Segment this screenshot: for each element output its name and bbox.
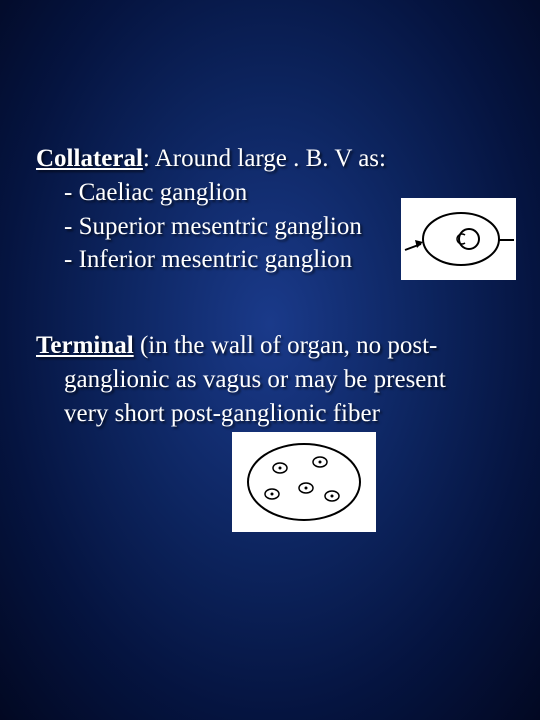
cell-dot: [319, 461, 322, 464]
outer-ellipse: [248, 444, 360, 520]
cell-dot: [305, 487, 308, 490]
cell-dot: [271, 493, 274, 496]
collateral-diagram-svg: [401, 198, 516, 280]
cell-dot: [279, 467, 282, 470]
outer-ellipse: [423, 213, 499, 265]
terminal-line: ganglionic as vagus or may be present: [36, 363, 504, 397]
inner-circle: [459, 229, 479, 249]
cell-dot: [331, 495, 334, 498]
terminal-line: very short post-ganglionic fiber: [36, 397, 504, 431]
terminal-section: Terminal (in the wall of organ, no post-…: [36, 329, 504, 430]
collateral-term: Collateral: [36, 145, 143, 172]
collateral-rest: : Around large . B. V as:: [143, 145, 386, 172]
terminal-diagram-svg: [232, 432, 376, 532]
terminal-diagram: [232, 432, 376, 532]
collateral-diagram: [401, 198, 516, 280]
collateral-heading: Collateral: Around large . B. V as:: [36, 142, 504, 176]
terminal-rest: (in the wall of organ, no post-: [134, 332, 438, 359]
terminal-heading: Terminal (in the wall of organ, no post-: [36, 329, 504, 363]
terminal-term: Terminal: [36, 332, 134, 359]
